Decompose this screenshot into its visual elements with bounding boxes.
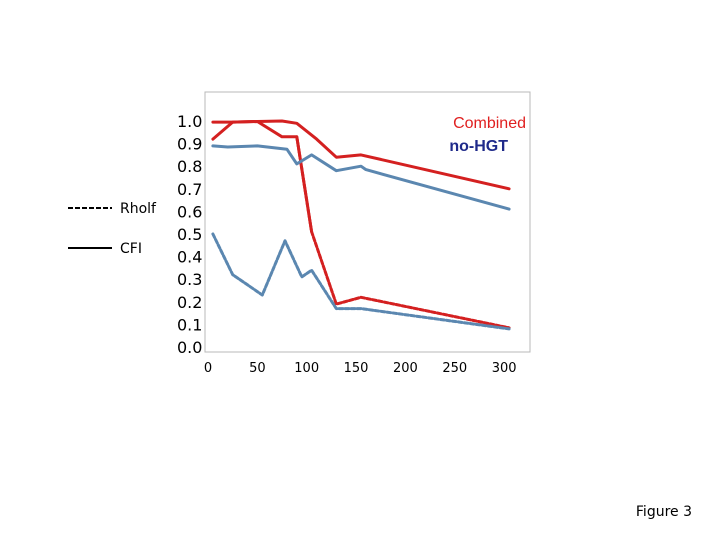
legend: Rholf CFI (68, 201, 157, 257)
x-tick-label: 300 (492, 361, 517, 376)
x-tick-label: 200 (393, 361, 418, 376)
y-tick-label: 0.6 (177, 202, 202, 221)
x-tick-label: 50 (249, 361, 266, 376)
x-tick-label: 250 (442, 361, 467, 376)
y-tick-label: 1.0 (177, 112, 202, 131)
series-layer (211, 119, 511, 331)
series-line-3 (295, 135, 511, 330)
y-tick-label: 0.2 (177, 293, 202, 312)
series-labels: Combined no-HGT (449, 115, 526, 155)
figure-caption: Figure 3 (635, 504, 692, 520)
legend-label-cfi: CFI (120, 241, 142, 257)
x-tick-label: 100 (294, 361, 319, 376)
series-label-combined: Combined (453, 115, 526, 132)
y-tick-label: 0.8 (177, 157, 202, 176)
series-line-5 (211, 232, 511, 331)
legend-label-rholf: Rholf (120, 201, 157, 217)
y-tick-label: 0.0 (177, 338, 202, 357)
x-tick-label: 150 (344, 361, 369, 376)
y-tick-label: 0.1 (177, 315, 202, 334)
series-line-4 (211, 144, 511, 211)
series-label-no-hgt: no-HGT (449, 138, 508, 155)
y-tick-label: 0.7 (177, 180, 202, 199)
y-tick-label: 0.9 (177, 135, 202, 154)
x-tick-label: 0 (204, 361, 212, 376)
plot-frame (204, 91, 531, 353)
y-axis-ticks: 0.0 0.1 0.2 0.3 0.4 0.5 0.6 0.7 0.8 0.9 1.0 (177, 112, 202, 357)
x-axis-ticks: 0 50 100 150 200 250 300 (204, 361, 517, 376)
y-tick-label: 0.3 (177, 270, 202, 289)
y-tick-label: 0.5 (177, 225, 202, 244)
y-tick-label: 0.4 (177, 248, 202, 267)
